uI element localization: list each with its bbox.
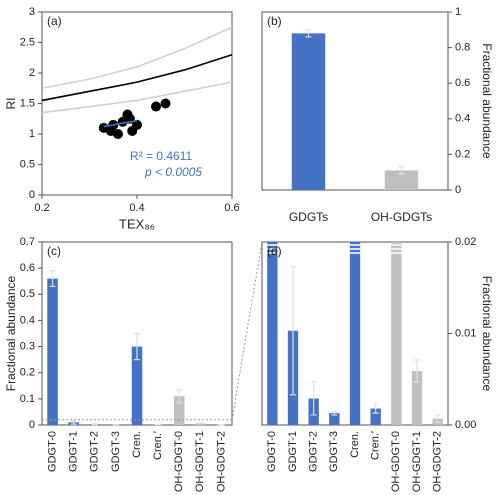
- y-tick-label: 2: [29, 67, 35, 79]
- x-tick-label: GDGT-3: [110, 431, 122, 472]
- x-tick-label: Cren.′: [370, 431, 382, 460]
- bars: [291, 29, 419, 190]
- data-point: [122, 109, 133, 120]
- annotation: p < 0.0005: [144, 165, 202, 179]
- data-point: [113, 129, 123, 139]
- x-tick-label: GDGT-2: [308, 431, 320, 472]
- x-tick-label: GDGT-0: [46, 431, 58, 472]
- error-bar: [434, 414, 441, 423]
- y-tick-label: 1: [455, 6, 461, 18]
- plot-frame: [261, 11, 449, 191]
- y-tick-label: 0.6: [20, 262, 35, 274]
- data-point: [160, 98, 171, 109]
- y-tick-label: 0.01: [455, 327, 476, 339]
- curve: [41, 26, 233, 90]
- y-tick-label: 0.7: [20, 236, 35, 248]
- y-tick-label: 1: [29, 128, 35, 140]
- y-tick-label: 1.5: [20, 97, 35, 109]
- bar: [391, 242, 402, 425]
- error-bar: [134, 332, 140, 361]
- x-tick-label: OH-GDGT-0: [173, 431, 185, 492]
- bar: [173, 396, 185, 425]
- y-tick-label: 0.4: [20, 314, 35, 326]
- y-axis-label: Fractional abundance: [480, 43, 494, 159]
- y-tick-label: 0.02: [455, 236, 476, 248]
- data-point: [132, 119, 142, 130]
- x-tick-label: Cren.′: [152, 431, 164, 460]
- error-bar: [176, 389, 183, 404]
- data-point: [151, 101, 161, 112]
- x-tick-label: Cren.: [131, 431, 143, 458]
- error-bar: [305, 29, 312, 38]
- y-tick-label: 2.5: [20, 36, 35, 48]
- y-tick-label: 0.2: [455, 148, 470, 160]
- error-bar: [49, 270, 56, 288]
- panel-label: (d): [267, 244, 282, 258]
- x-tick-label: 0.4: [129, 202, 144, 214]
- x-tick-label: OH-GDGTs: [371, 210, 432, 224]
- panel-label: (b): [267, 14, 282, 28]
- error-bar: [91, 423, 98, 426]
- x-tick-label: OH-GDGT-1: [194, 431, 206, 492]
- bar: [411, 371, 423, 425]
- panel-label: (a): [47, 14, 62, 28]
- y-tick-label: 0: [455, 184, 461, 196]
- bar: [384, 170, 419, 190]
- bars: [47, 270, 227, 426]
- x-tick-label: GDGT-1: [287, 431, 299, 472]
- error-bar: [398, 166, 405, 175]
- y-tick-label: 0.5: [20, 288, 35, 300]
- bar: [349, 242, 361, 425]
- y-tick-label: 0: [29, 419, 35, 431]
- y-tick-label: 0.8: [455, 42, 470, 54]
- y-tick-label: 0.3: [20, 340, 35, 352]
- x-tick-label: GDGT-2: [89, 431, 101, 472]
- regression-line: [103, 119, 138, 128]
- y-tick-label: 0.5: [20, 158, 35, 170]
- x-axis-label: TEX₈₆: [119, 216, 155, 231]
- y-axis-label: Fractional abundance: [480, 276, 494, 392]
- error-bar: [197, 422, 204, 425]
- curve: [41, 81, 233, 114]
- y-tick-label: 3: [29, 6, 35, 18]
- y-tick-label: 0.2: [20, 367, 35, 379]
- x-tick-label: GDGTs: [289, 210, 328, 224]
- y-tick-label: 0.00: [455, 419, 476, 431]
- bar: [291, 33, 326, 190]
- x-tick-label: Cren.: [349, 431, 361, 458]
- y-tick-label: 0.1: [20, 393, 35, 405]
- x-tick-label: OH-GDGT-1: [411, 431, 423, 492]
- bars: [267, 242, 443, 425]
- bar: [329, 413, 340, 425]
- plot-area: [41, 26, 233, 128]
- error-bar: [70, 419, 77, 425]
- x-tick-label: GDGT-0: [266, 431, 278, 472]
- error-bar: [290, 266, 296, 396]
- x-tick-label: 0.2: [34, 202, 49, 214]
- error-bar: [372, 403, 379, 414]
- annotation: R² = 0.4611: [130, 149, 192, 163]
- error-bar: [331, 410, 338, 416]
- y-tick-label: 0: [29, 189, 35, 201]
- x-tick-label: OH-GDGT-2: [432, 431, 444, 492]
- y-axis-label: RI: [4, 98, 18, 110]
- x-tick-label: 0.6: [224, 202, 239, 214]
- error-bar: [414, 359, 420, 383]
- x-tick-label: GDGT-3: [328, 431, 340, 472]
- y-axis-label: Fractional abundance: [4, 275, 18, 391]
- x-tick-label: OH-GDGT-0: [390, 431, 402, 492]
- curve: [41, 53, 233, 102]
- bar: [267, 242, 278, 425]
- bar: [370, 408, 381, 425]
- x-tick-label: GDGT-1: [68, 431, 80, 472]
- zoom-connector: [231, 241, 263, 420]
- y-tick-label: 0.4: [455, 113, 470, 125]
- y-tick-label: 0.6: [455, 77, 470, 89]
- error-bar: [310, 381, 317, 416]
- x-tick-label: OH-GDGT-2: [215, 431, 227, 492]
- bar: [47, 278, 58, 425]
- panel-label: (c): [47, 244, 61, 258]
- bar: [131, 346, 143, 425]
